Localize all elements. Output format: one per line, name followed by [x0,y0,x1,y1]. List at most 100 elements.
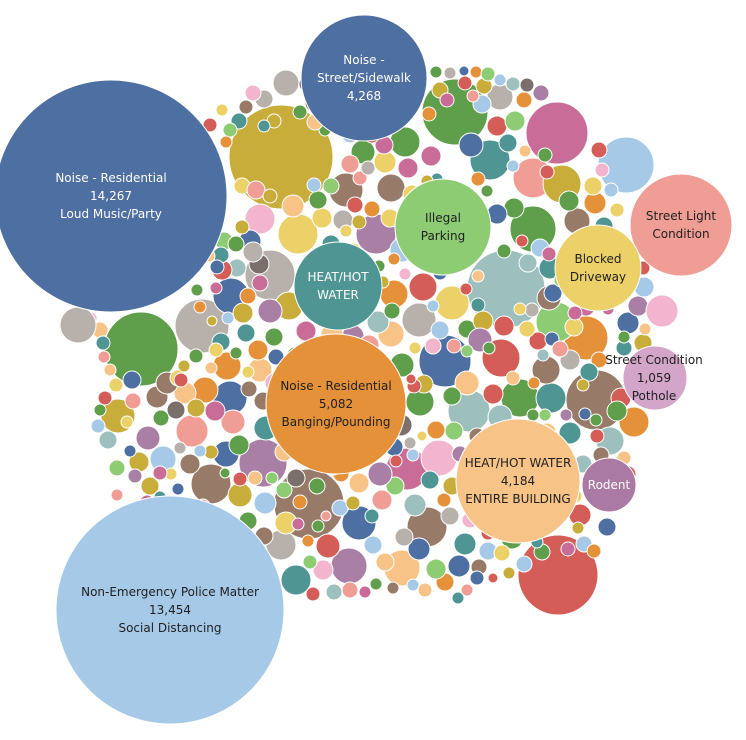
bubble-434[interactable] [405,373,417,385]
bubble-380[interactable] [120,415,134,429]
bubble-184[interactable] [543,283,563,303]
bubble-401[interactable] [470,297,486,313]
labeled-bubble-11[interactable]: Rodent [581,457,637,513]
bubble-379[interactable] [90,418,106,434]
bubble-260[interactable] [234,219,250,235]
bubble-351[interactable] [320,510,332,522]
bubble-24[interactable] [280,564,312,596]
bubble-20[interactable] [420,439,458,477]
bubble-84[interactable] [482,383,504,405]
bubble-324[interactable] [589,413,603,427]
labeled-bubble-circle[interactable] [293,241,383,331]
bubble-377[interactable] [97,390,113,406]
bubble-306[interactable] [480,66,496,82]
bubble-376[interactable] [103,363,117,377]
bubble-98[interactable] [425,558,447,580]
bubble-404[interactable] [408,341,422,355]
labeled-bubble-8[interactable]: Street Light Condition [629,173,733,277]
bubble-300[interactable] [429,65,443,79]
bubble-394[interactable] [221,311,235,325]
bubble-107[interactable] [385,476,405,496]
bubble-355[interactable] [247,470,263,486]
bubble-339[interactable] [406,578,420,592]
bubble-138[interactable] [240,380,258,398]
bubble-312[interactable] [537,147,553,163]
bubble-400[interactable] [471,269,485,283]
labeled-bubble-circle[interactable] [629,173,733,277]
bubble-305[interactable] [466,89,480,103]
bubble-435[interactable] [403,436,417,450]
bubble-53[interactable] [272,69,300,97]
bubble-409[interactable] [527,376,541,390]
bubble-436[interactable] [389,454,403,468]
labeled-bubble-7[interactable]: HEAT/HOT WATER [293,241,383,331]
bubble-189[interactable] [551,340,569,358]
bubble-278[interactable] [363,200,381,218]
bubble-216[interactable] [440,506,460,526]
bubble-52[interactable] [397,157,419,179]
bubble-353[interactable] [292,494,308,510]
bubble-290[interactable] [215,103,229,117]
bubble-317[interactable] [603,182,619,198]
labeled-bubble-4[interactable]: Noise - Street/Sidewalk 4,268 [300,14,428,142]
bubble-362[interactable] [152,465,168,481]
bubble-65[interactable] [426,420,446,440]
bubble-114[interactable] [228,434,250,456]
bubble-203[interactable] [606,400,628,422]
bubble-286[interactable] [238,99,254,115]
bubble-200[interactable] [590,351,608,369]
labeled-bubble-circle[interactable] [622,345,688,411]
bubble-386[interactable] [110,488,124,502]
bubble-419[interactable] [515,234,529,248]
bubble-71[interactable] [535,382,567,414]
bubble-387[interactable] [188,348,204,364]
labeled-bubble-2[interactable]: Non-Emergency Police Matter 13,454 Social … [55,495,285,725]
bubble-257[interactable] [239,287,257,305]
bubble-342[interactable] [358,585,372,599]
bubble-405[interactable] [446,338,462,354]
bubble-410[interactable] [526,408,540,422]
bubble-80[interactable] [493,315,515,337]
bubble-345[interactable] [302,554,318,570]
bubble-155[interactable] [424,337,442,355]
bubble-186[interactable] [541,246,557,262]
bubble-214[interactable] [469,570,485,586]
bubble-178[interactable] [583,176,603,196]
bubble-275[interactable] [351,214,367,230]
bubble-37[interactable] [253,491,277,515]
bubble-373[interactable] [59,306,97,344]
bubble-56[interactable] [340,154,360,174]
bubble-220[interactable] [403,493,427,517]
labeled-bubble-circle[interactable] [394,178,492,276]
bubble-173[interactable] [518,253,538,273]
bubble-274[interactable] [346,196,364,214]
bubble-175[interactable] [558,190,580,212]
bubble-258[interactable] [251,274,269,292]
bubble-374[interactable] [95,335,111,351]
bubble-427[interactable] [398,267,412,281]
bubble-188[interactable] [564,317,584,337]
bubble-310[interactable] [532,84,550,102]
bubble-160[interactable] [515,91,533,109]
bubble-349[interactable] [345,495,361,511]
bubble-165[interactable] [457,75,473,91]
labeled-bubble-5[interactable]: HEAT/HOT WATER 4,184 ENTIRE BUILDING [455,418,581,544]
bubble-115[interactable] [220,409,246,435]
bubble-33[interactable] [135,425,161,451]
bubble-190[interactable] [567,305,583,321]
labeled-bubble-circle[interactable] [0,79,228,313]
bubble-156[interactable] [458,132,484,158]
bubble-347[interactable] [311,519,325,533]
bubble-146[interactable] [257,298,283,324]
bubble-78[interactable] [454,370,480,396]
bubble-315[interactable] [590,141,608,159]
labeled-bubble-circle[interactable] [265,333,407,475]
bubble-402[interactable] [459,282,473,296]
bubble-124[interactable] [108,377,124,393]
bubble-313[interactable] [539,164,555,180]
labeled-bubble-9[interactable]: Blocked Driveway [554,224,642,312]
bubble-334[interactable] [502,566,516,580]
bubble-316[interactable] [594,162,610,178]
bubble-309[interactable] [519,77,535,93]
labeled-bubble-circle[interactable] [300,14,428,142]
